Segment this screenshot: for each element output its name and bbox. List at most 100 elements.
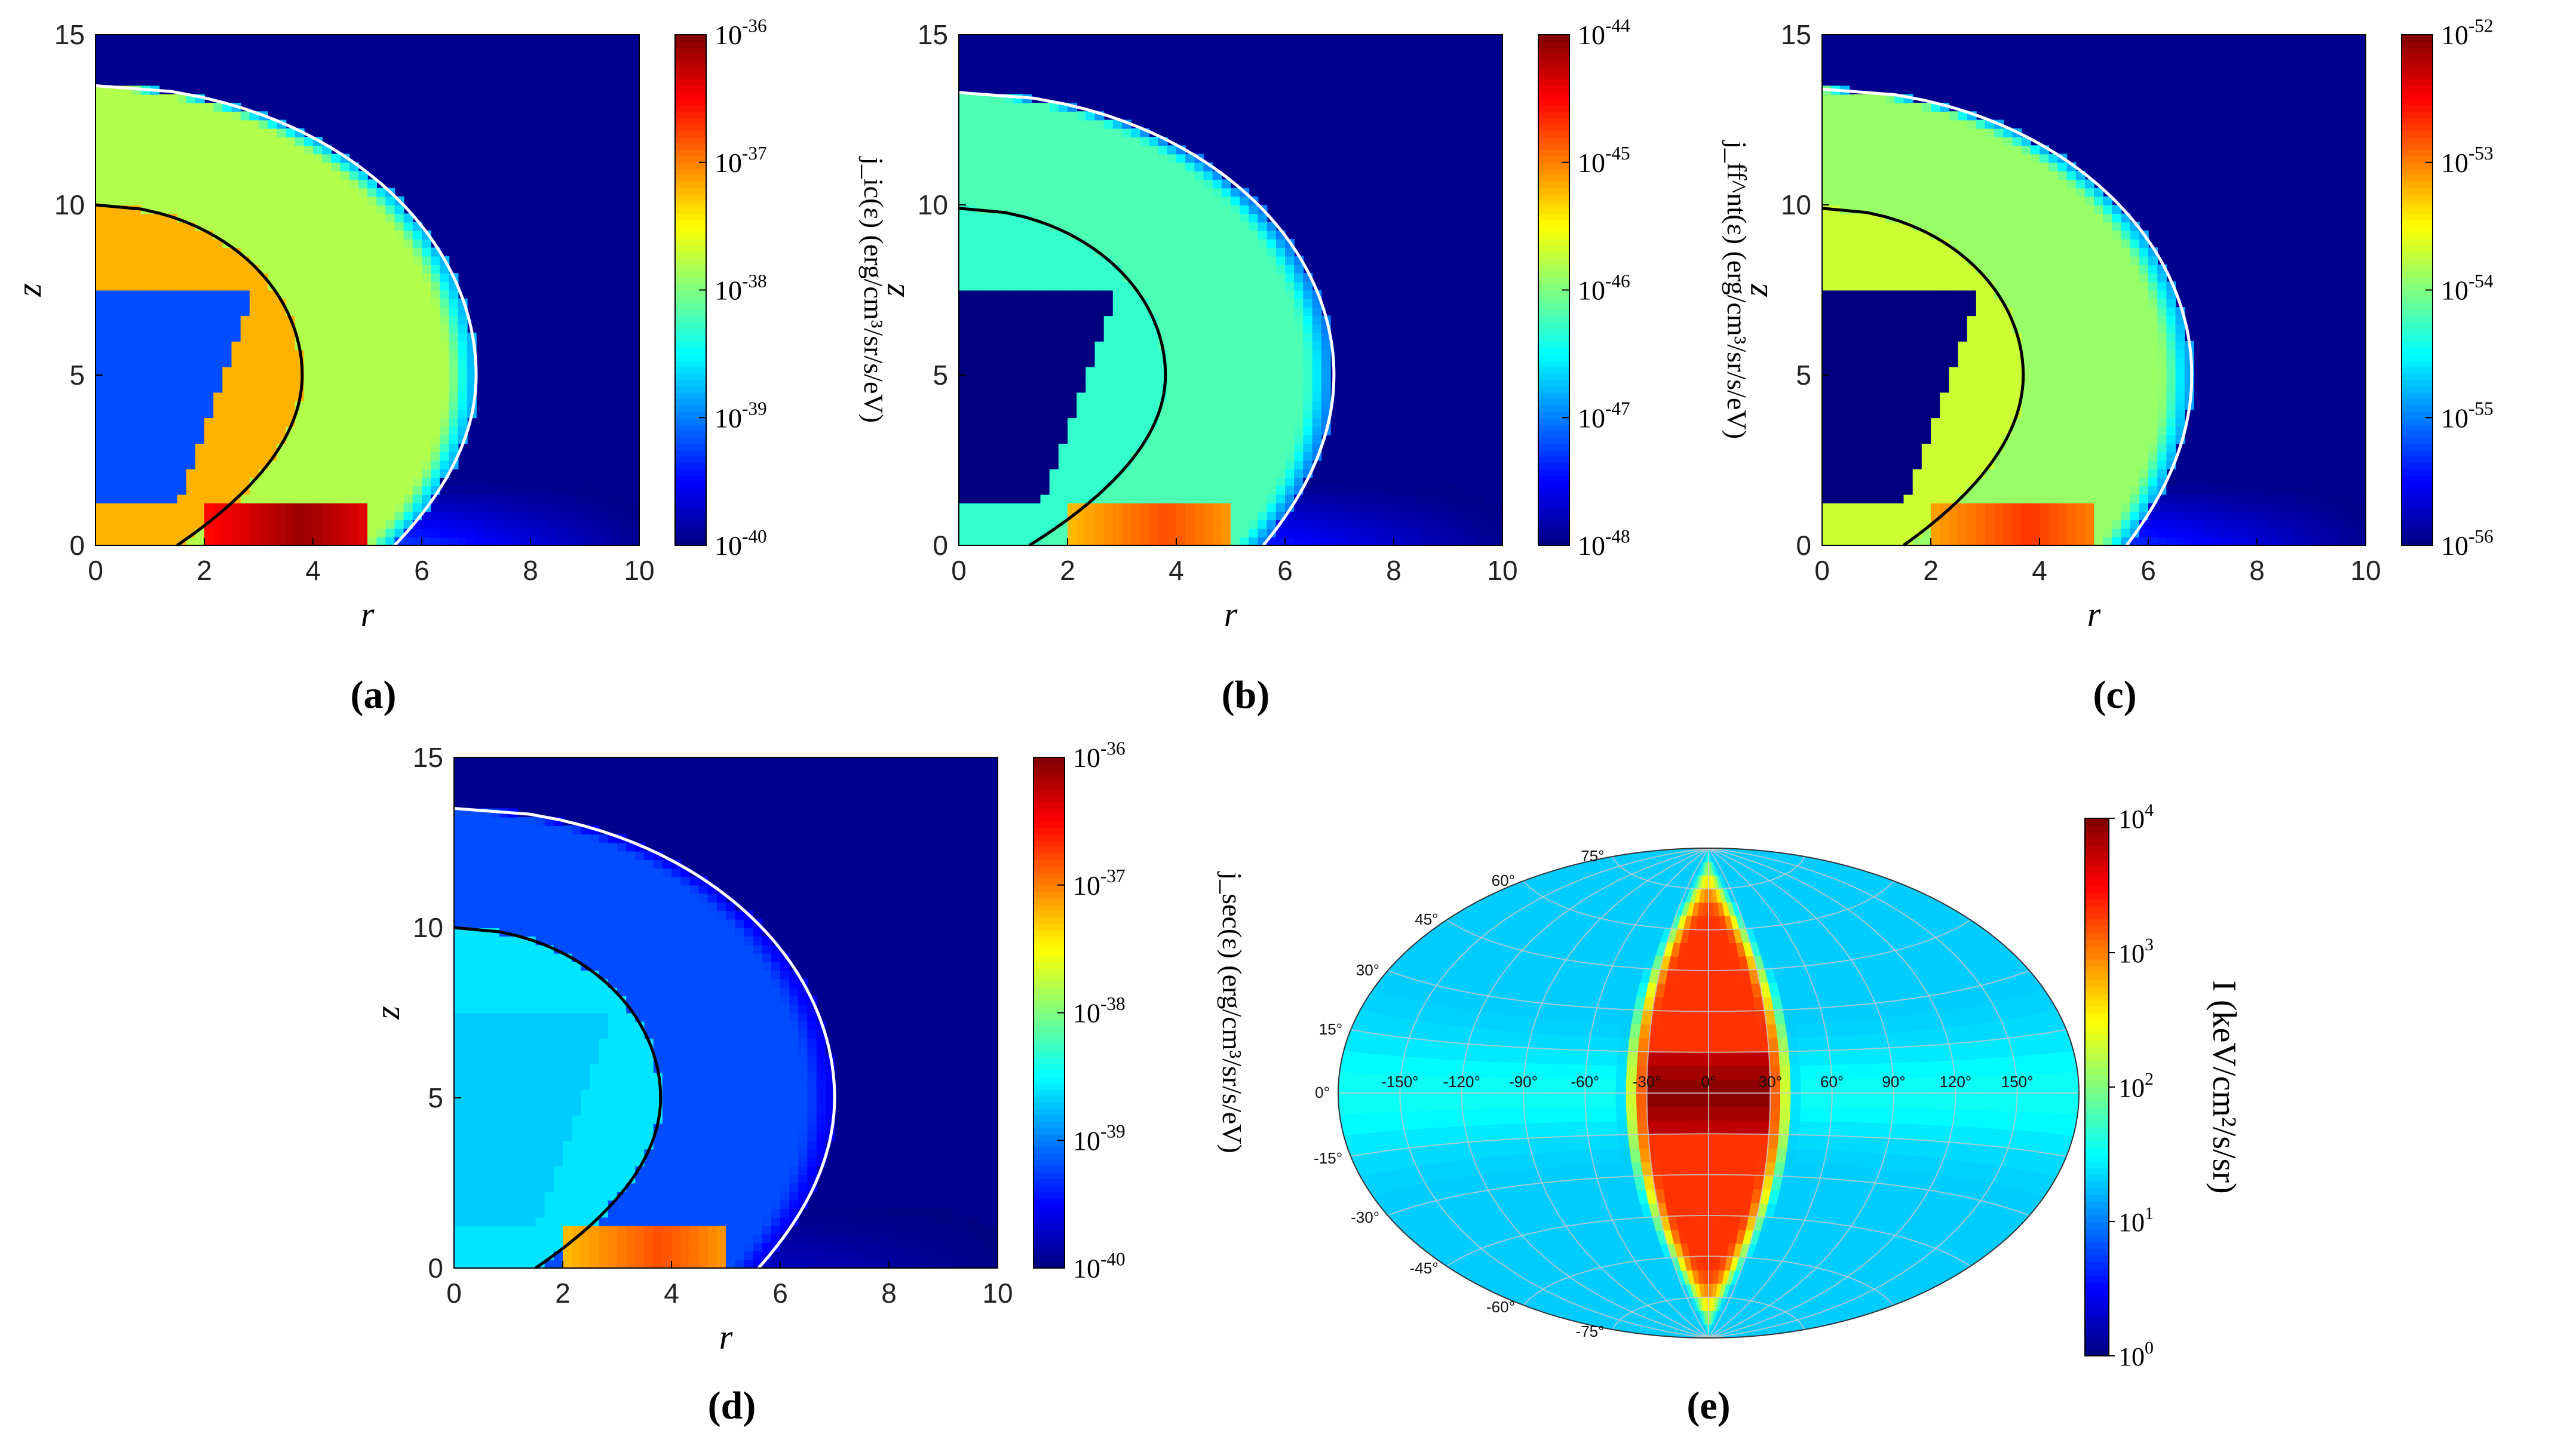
- heatmap-cell: [404, 247, 413, 256]
- heatmap-cell: [123, 426, 133, 435]
- heatmap-cell: [213, 461, 223, 469]
- heatmap-cell: [232, 273, 241, 282]
- heatmap-cell: [1176, 520, 1186, 529]
- heatmap-cell: [1022, 452, 1032, 461]
- heatmap-cell: [1867, 452, 1877, 461]
- heatmap-cell: [1430, 503, 1440, 512]
- heatmap-cell: [259, 426, 268, 435]
- heatmap-cell: [1176, 315, 1186, 324]
- heatmap-cell: [204, 452, 214, 461]
- heatmap-cell: [268, 495, 277, 504]
- heatmap-cell: [1822, 358, 1832, 367]
- heatmap-cell: [1831, 503, 1841, 512]
- heatmap-cell: [1867, 281, 1877, 290]
- heatmap-cell: [431, 349, 440, 358]
- heatmap-cell: [268, 537, 277, 546]
- heatmap-cell: [1022, 128, 1032, 137]
- heatmap-cell: [558, 495, 568, 504]
- heatmap-cell: [995, 256, 1005, 265]
- heatmap-cell: [449, 349, 459, 358]
- heatmap-cell: [358, 477, 368, 486]
- heatmap-cell: [1113, 503, 1123, 512]
- heatmap-cell: [376, 290, 386, 299]
- heatmap-cell: [349, 281, 359, 290]
- colorbar-segment: [675, 111, 706, 118]
- heatmap-cell: [367, 367, 377, 376]
- heatmap-cell: [96, 333, 105, 342]
- heatmap-cell: [1831, 469, 1841, 478]
- heatmap-cell: [1085, 520, 1095, 529]
- heatmap-cell: [1194, 273, 1204, 282]
- heatmap-cell: [1176, 333, 1186, 342]
- heatmap-cell: [1850, 162, 1859, 171]
- heatmap-cell: [331, 418, 341, 426]
- heatmap-cell: [1077, 358, 1086, 367]
- heatmap-cell: [630, 511, 640, 520]
- heatmap-cell: [1850, 418, 1859, 426]
- heatmap-cell: [1068, 435, 1077, 444]
- heatmap-cell: [1231, 315, 1240, 324]
- heatmap-cell: [1194, 247, 1204, 256]
- heatmap-cell: [1031, 171, 1041, 180]
- heatmap-cell: [1167, 213, 1177, 222]
- heatmap-cell: [1149, 145, 1159, 154]
- heatmap-cell: [376, 281, 386, 290]
- heatmap-cell: [349, 477, 359, 486]
- heatmap-cell: [222, 256, 232, 265]
- heatmap-cell: [1013, 239, 1023, 248]
- heatmap-cell: [1158, 265, 1168, 274]
- heatmap-cell: [1476, 529, 1485, 538]
- heatmap-cell: [1276, 452, 1286, 461]
- heatmap-cell: [150, 409, 160, 418]
- heatmap-cell: [467, 511, 477, 520]
- heatmap-cell: [1031, 137, 1041, 146]
- heatmap-cell: [995, 529, 1005, 538]
- heatmap-cell: [1022, 239, 1032, 248]
- heatmap-cell: [367, 401, 377, 410]
- heatmap-cell: [1122, 205, 1131, 214]
- heatmap-cell: [1913, 307, 1922, 316]
- heatmap-cell: [241, 154, 250, 163]
- heatmap-cell: [1004, 367, 1014, 376]
- heatmap-cell: [1013, 367, 1023, 376]
- heatmap-cell: [1885, 120, 1895, 129]
- heatmap-cell: [1031, 239, 1041, 248]
- heatmap-cell: [341, 162, 350, 171]
- heatmap-cell: [1013, 392, 1023, 401]
- heatmap-cell: [313, 239, 323, 248]
- heatmap-cell: [295, 256, 305, 265]
- heatmap-cell: [1913, 477, 1922, 486]
- heatmap-cell: [1421, 537, 1431, 546]
- heatmap-cell: [232, 367, 241, 376]
- colorbar-segment: [1538, 348, 1569, 355]
- heatmap-cell: [132, 409, 142, 418]
- heatmap-cell: [1913, 341, 1922, 350]
- heatmap-cell: [1240, 486, 1249, 495]
- heatmap-cell: [123, 213, 133, 222]
- heatmap-cell: [1204, 358, 1213, 367]
- colorbar-segment: [675, 162, 706, 170]
- heatmap-cell: [1113, 213, 1123, 222]
- heatmap-cell: [1876, 383, 1886, 392]
- heatmap-cell: [304, 486, 314, 495]
- heatmap-cell: [995, 324, 1005, 333]
- heatmap-cell: [114, 383, 123, 392]
- heatmap-cell: [1831, 307, 1841, 316]
- heatmap-cell: [1158, 231, 1168, 240]
- heatmap-cell: [1122, 256, 1131, 265]
- heatmap-cell: [1113, 486, 1123, 495]
- heatmap-cell: [1831, 418, 1841, 426]
- heatmap-cell: [358, 383, 368, 392]
- heatmap-cell: [141, 239, 151, 248]
- heatmap-cell: [1276, 349, 1286, 358]
- heatmap-cell: [1894, 537, 1904, 546]
- heatmap-cell: [1122, 375, 1131, 384]
- heatmap-cell: [968, 401, 977, 410]
- colorbar-segment: [1538, 86, 1569, 93]
- heatmap-cell: [1913, 426, 1922, 435]
- heatmap-cell: [1068, 290, 1077, 299]
- heatmap-cell: [458, 495, 468, 504]
- heatmap-cell: [222, 537, 232, 546]
- heatmap-cell: [539, 486, 549, 495]
- heatmap-cell: [204, 469, 214, 478]
